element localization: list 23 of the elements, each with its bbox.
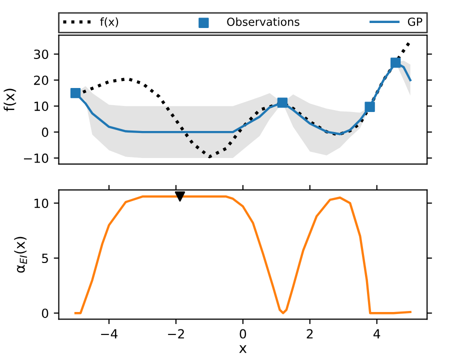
y-tick-label: 20 — [34, 76, 48, 86]
y-tick-label: 0 — [42, 308, 48, 318]
y-axis-title: α$_{EI}$(x) — [14, 236, 27, 273]
x-tick-label: −2 — [168, 329, 184, 338]
y-tick-label: −10 — [24, 154, 48, 163]
y-tick-label: 0 — [42, 128, 48, 137]
y-tick-label: 5 — [42, 254, 48, 264]
legend-label: f(x) — [100, 17, 118, 28]
y-tick-label: 10 — [34, 198, 48, 208]
point — [277, 98, 288, 108]
x-tick-label: 2 — [306, 329, 313, 338]
x-tick-label: −4 — [101, 329, 118, 338]
point — [390, 58, 401, 68]
point — [70, 88, 81, 98]
x-tick-label: 4 — [373, 329, 380, 338]
point — [364, 102, 375, 112]
legend-label: Observations — [227, 17, 300, 26]
y-tick-label: 30 — [34, 50, 48, 60]
x-axis-title: x — [239, 345, 247, 353]
x-tick-label: 0 — [240, 329, 246, 339]
y-tick-label: 10 — [34, 102, 48, 111]
y-axis-title: f(x) — [4, 88, 16, 112]
legend-label: GP — [408, 18, 422, 26]
